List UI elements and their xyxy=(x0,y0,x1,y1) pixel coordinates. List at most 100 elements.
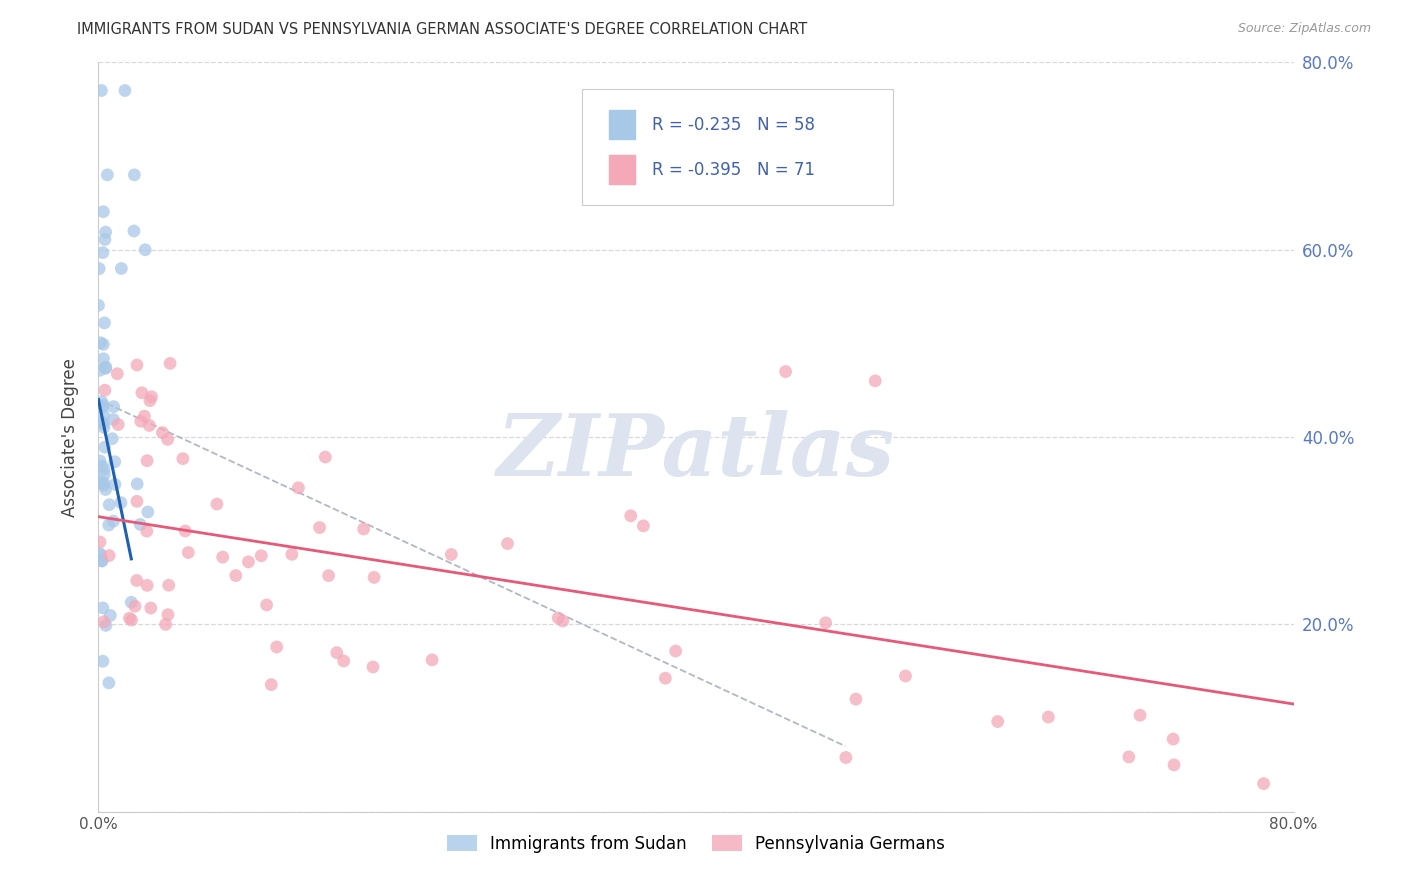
FancyBboxPatch shape xyxy=(582,88,893,205)
Point xyxy=(633,519,655,533)
Point xyxy=(103,400,125,414)
Point xyxy=(110,261,132,276)
Point xyxy=(93,420,115,434)
Point xyxy=(134,243,156,257)
Point xyxy=(308,520,330,534)
Point xyxy=(129,414,152,428)
Point xyxy=(156,433,179,447)
Point xyxy=(93,478,115,492)
Point xyxy=(177,545,200,559)
Point xyxy=(90,394,112,409)
Point xyxy=(420,653,443,667)
Point xyxy=(665,644,688,658)
Point xyxy=(98,549,121,563)
Point xyxy=(104,455,127,469)
Point xyxy=(91,337,114,351)
Point xyxy=(1038,710,1060,724)
Point xyxy=(105,367,128,381)
Point xyxy=(260,678,283,692)
Point xyxy=(89,261,111,276)
Point xyxy=(98,498,121,512)
Point xyxy=(250,549,273,563)
Point xyxy=(89,475,111,489)
Point xyxy=(125,494,148,508)
Point xyxy=(97,676,120,690)
Point xyxy=(98,608,121,623)
Point xyxy=(110,496,132,510)
Point xyxy=(318,568,340,582)
Point xyxy=(136,505,159,519)
Bar xyxy=(609,111,636,139)
Point xyxy=(122,224,145,238)
Text: ZIPatlas: ZIPatlas xyxy=(496,410,896,494)
Point xyxy=(1163,758,1185,772)
Point xyxy=(91,600,114,615)
Point xyxy=(314,450,336,464)
Point xyxy=(1253,776,1275,791)
Point xyxy=(654,671,676,685)
Point xyxy=(89,546,111,560)
Point xyxy=(156,607,179,622)
Point xyxy=(174,524,197,538)
Point xyxy=(93,409,115,423)
Point xyxy=(138,418,160,433)
Point xyxy=(90,335,112,350)
Point xyxy=(94,383,117,397)
Point xyxy=(266,640,288,654)
Point xyxy=(91,654,114,668)
Point xyxy=(93,615,115,629)
Point xyxy=(89,363,111,377)
Point xyxy=(125,574,148,588)
Point xyxy=(91,417,114,431)
Text: R = -0.235   N = 58: R = -0.235 N = 58 xyxy=(652,116,814,134)
Point xyxy=(93,467,115,482)
Point xyxy=(91,458,114,473)
Text: R = -0.395   N = 71: R = -0.395 N = 71 xyxy=(652,161,814,178)
Point xyxy=(107,417,129,432)
Point xyxy=(835,750,858,764)
Point xyxy=(135,524,157,538)
Point xyxy=(93,351,115,366)
Point xyxy=(157,578,180,592)
Point xyxy=(353,522,375,536)
Point xyxy=(87,298,110,312)
Point xyxy=(620,508,643,523)
Point xyxy=(114,83,136,97)
Point xyxy=(225,568,247,582)
Point xyxy=(440,548,463,562)
Point xyxy=(205,497,228,511)
Point xyxy=(136,578,159,592)
Point xyxy=(814,615,837,630)
Point xyxy=(134,409,156,424)
Point xyxy=(89,535,111,549)
Point xyxy=(139,393,162,408)
Point xyxy=(281,547,304,561)
Point xyxy=(124,168,146,182)
Point xyxy=(103,514,125,528)
Point xyxy=(104,477,127,491)
Point xyxy=(90,554,112,568)
Point xyxy=(211,550,233,565)
Text: Source: ZipAtlas.com: Source: ZipAtlas.com xyxy=(1237,22,1371,36)
Point xyxy=(101,432,124,446)
Point xyxy=(96,168,118,182)
Point xyxy=(93,462,115,476)
Point xyxy=(139,601,162,615)
Point xyxy=(129,517,152,532)
Point xyxy=(496,536,519,550)
Point xyxy=(547,611,569,625)
Point xyxy=(118,611,141,625)
Point xyxy=(94,225,117,239)
Point xyxy=(845,692,868,706)
Point xyxy=(124,599,146,614)
Point xyxy=(94,360,117,375)
Point xyxy=(155,617,177,632)
Point xyxy=(775,365,797,379)
Point xyxy=(136,453,159,467)
Point xyxy=(91,245,114,260)
Point xyxy=(172,451,194,466)
Point xyxy=(894,669,917,683)
Y-axis label: Associate's Degree: Associate's Degree xyxy=(60,358,79,516)
Point xyxy=(93,440,115,454)
Point xyxy=(363,570,385,584)
